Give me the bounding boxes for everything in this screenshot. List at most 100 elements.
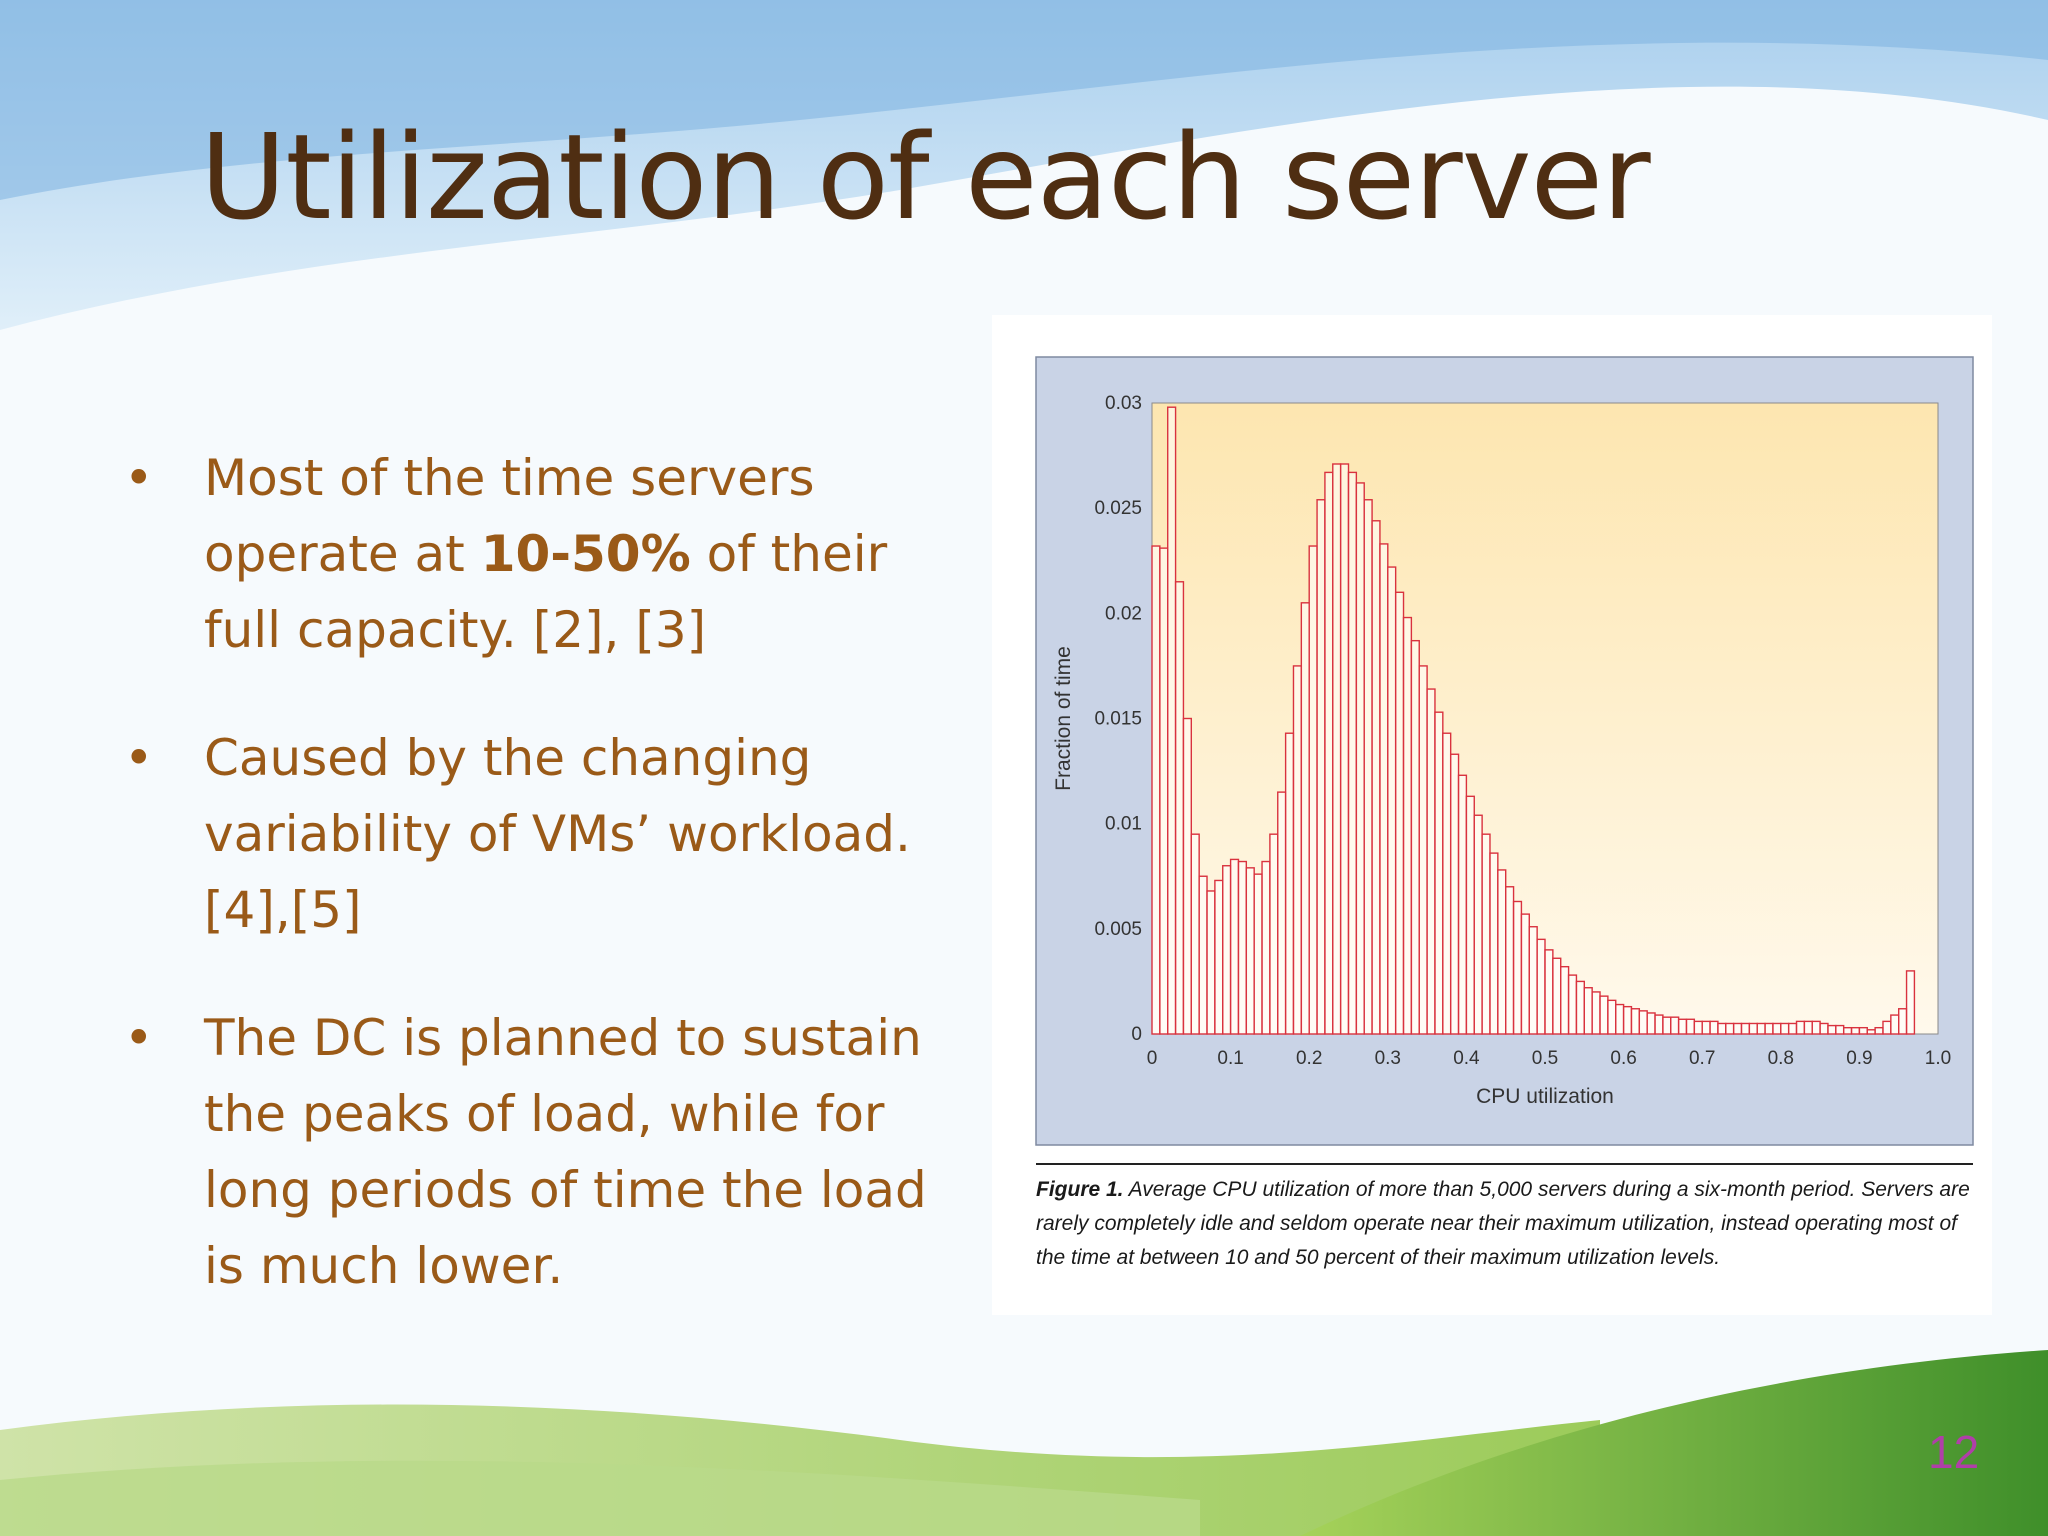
histogram-bar (1552, 957, 1562, 1035)
histogram-bar (1481, 833, 1491, 1035)
x-tick-label: 0.5 (1532, 1048, 1558, 1069)
x-tick-label: 0 (1147, 1048, 1158, 1069)
histogram-bar (1890, 1014, 1900, 1035)
histogram-bar (1214, 879, 1224, 1035)
histogram-bar (1363, 499, 1373, 1035)
histogram-bar (1332, 463, 1342, 1035)
histogram-bar (1858, 1026, 1868, 1035)
histogram-bar (1677, 1018, 1688, 1035)
histogram-bar (1528, 926, 1538, 1035)
histogram-bar (1567, 974, 1578, 1035)
histogram-bar (1607, 999, 1617, 1035)
x-tick-label: 0.4 (1453, 1048, 1480, 1069)
histogram-bar (1410, 639, 1420, 1035)
histogram-bar (1167, 406, 1177, 1035)
histogram-bar (1898, 1008, 1908, 1035)
histogram-bar (1685, 1018, 1696, 1035)
x-tick-label: 0.3 (1375, 1048, 1401, 1069)
histogram-bar (1536, 938, 1546, 1035)
histogram-bar (1284, 732, 1295, 1035)
histogram-bar (1622, 1005, 1633, 1035)
histogram-bar (1560, 965, 1570, 1035)
histogram-bar (1599, 995, 1609, 1035)
histogram-bar (1725, 1022, 1735, 1035)
y-tick-label: 0.03 (1105, 393, 1142, 414)
bullet-list: • Most of the time servers operate at 10… (118, 440, 958, 1356)
histogram-bar (1701, 1020, 1711, 1035)
histogram-bar (1269, 833, 1279, 1035)
histogram-bar (1717, 1022, 1727, 1035)
x-tick-label: 0.9 (1846, 1048, 1872, 1069)
y-tick-label: 0.02 (1105, 603, 1142, 624)
x-tick-label: 0.6 (1610, 1048, 1636, 1069)
histogram-bar (1756, 1022, 1766, 1035)
bullet-item: • The DC is planned to sustain the peaks… (118, 1000, 958, 1304)
histogram-bar (1591, 991, 1601, 1035)
histogram-bar (1520, 913, 1530, 1035)
histogram-bar (1206, 890, 1216, 1035)
histogram-bar (1544, 949, 1554, 1035)
histogram-bar (1324, 471, 1334, 1035)
histogram-bar (1190, 833, 1200, 1035)
histogram-bar (1371, 520, 1381, 1035)
histogram-bar (1693, 1020, 1703, 1035)
histogram-bar (1866, 1029, 1876, 1035)
histogram-bar (1882, 1020, 1892, 1035)
bullet-item: • Most of the time servers operate at 10… (118, 440, 958, 668)
histogram-bar (1803, 1020, 1813, 1035)
x-tick-label: 0.8 (1768, 1048, 1794, 1069)
histogram-bar (1709, 1020, 1719, 1035)
histogram-bar (1615, 1003, 1625, 1035)
histogram-bar (1379, 543, 1389, 1035)
histogram-bar (1787, 1022, 1798, 1035)
histogram-bar (1426, 688, 1436, 1035)
histogram-bar (1835, 1024, 1845, 1035)
histogram-bar (1394, 591, 1405, 1035)
histogram-bar (1583, 987, 1593, 1035)
caption-label: Figure 1. (1036, 1178, 1124, 1201)
figure-caption: Figure 1. Average CPU utilization of mor… (1036, 1173, 1976, 1275)
x-tick-label: 0.2 (1296, 1048, 1322, 1069)
histogram-bar (1308, 545, 1318, 1035)
histogram-bar (1850, 1026, 1861, 1035)
histogram-bar (1151, 545, 1161, 1035)
y-tick-label: 0.01 (1105, 814, 1142, 835)
histogram-bar (1811, 1020, 1821, 1035)
caption-text: Average CPU utilization of more than 5,0… (1036, 1178, 1970, 1269)
histogram-bar (1339, 463, 1350, 1035)
histogram-bar (1874, 1026, 1884, 1035)
figure: 0 0.005 0.01 0.015 0.02 0.025 0.03 0 0.1 0.2 0.3 0.… (992, 315, 1992, 1315)
histogram-bar (1740, 1022, 1751, 1035)
histogram-bar (1638, 1010, 1648, 1035)
histogram-bar (1442, 732, 1452, 1035)
y-axis-label: Fraction of time (1052, 646, 1075, 791)
histogram-bar (1237, 860, 1248, 1035)
histogram-bar (1355, 482, 1365, 1035)
histogram-bar (1198, 875, 1208, 1035)
histogram-chart: 0 0.005 0.01 0.015 0.02 0.025 0.03 0 0.1 0.2 0.3 0.… (1035, 356, 1974, 1146)
histogram-bar (1473, 814, 1483, 1035)
histogram-bar (1764, 1022, 1774, 1035)
histogram-bar (1842, 1026, 1853, 1035)
histogram-bar (1261, 860, 1271, 1035)
bullet-emphasis: 10-50% (480, 525, 691, 583)
y-tick-label: 0.005 (1094, 919, 1142, 940)
histogram-bar (1457, 774, 1468, 1035)
histogram-bar (1654, 1014, 1664, 1035)
histogram-bar (1418, 665, 1428, 1035)
histogram-bar (1732, 1022, 1743, 1035)
histogram-bar (1434, 711, 1444, 1035)
histogram-bar (1387, 566, 1397, 1035)
histogram-bar (1905, 970, 1916, 1035)
y-tick-label: 0 (1131, 1024, 1142, 1045)
caption-rule (1036, 1163, 1973, 1165)
page-number: 12 (1928, 1426, 1980, 1478)
histogram-bar (1748, 1022, 1758, 1035)
histogram-bar (1402, 616, 1413, 1035)
histogram-bar (1819, 1022, 1829, 1035)
bullet-text: The DC is planned to sustain the peaks o… (204, 1009, 927, 1295)
histogram-bar (1316, 499, 1326, 1035)
histogram-bar (1670, 1016, 1680, 1035)
x-tick-label: 0.7 (1689, 1048, 1715, 1069)
histogram-bar (1772, 1022, 1782, 1035)
